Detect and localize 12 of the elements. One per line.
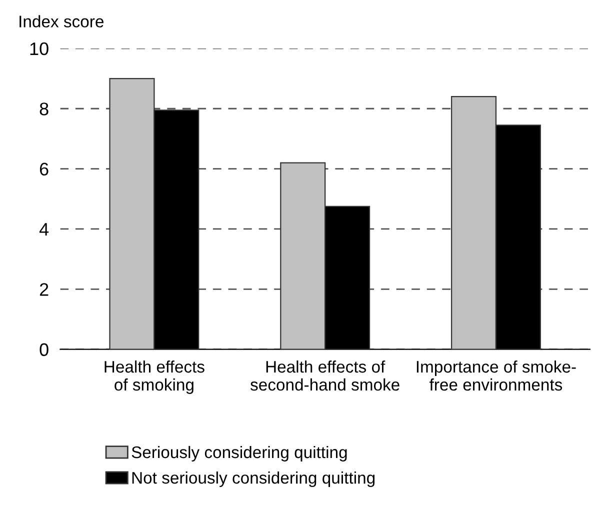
legend-label: Seriously considering quitting <box>132 446 347 462</box>
y-tick-label: 2 <box>40 283 48 296</box>
legend-label: Not seriously considering quitting <box>132 471 375 488</box>
y-tick-label: 10 <box>30 42 48 56</box>
y-tick-label: 0 <box>40 343 48 356</box>
x-tick-label: Importance of smoke- free environments <box>416 360 576 391</box>
y-tick-label: 6 <box>40 162 48 176</box>
y-tick-label: 8 <box>40 102 48 116</box>
y-tick-label: 4 <box>39 223 49 236</box>
x-tick-label: Health effects of second-hand smoke <box>250 360 400 391</box>
x-tick-label: Health effects of smoking <box>104 360 204 394</box>
y-axis-title: Index score <box>20 15 104 28</box>
